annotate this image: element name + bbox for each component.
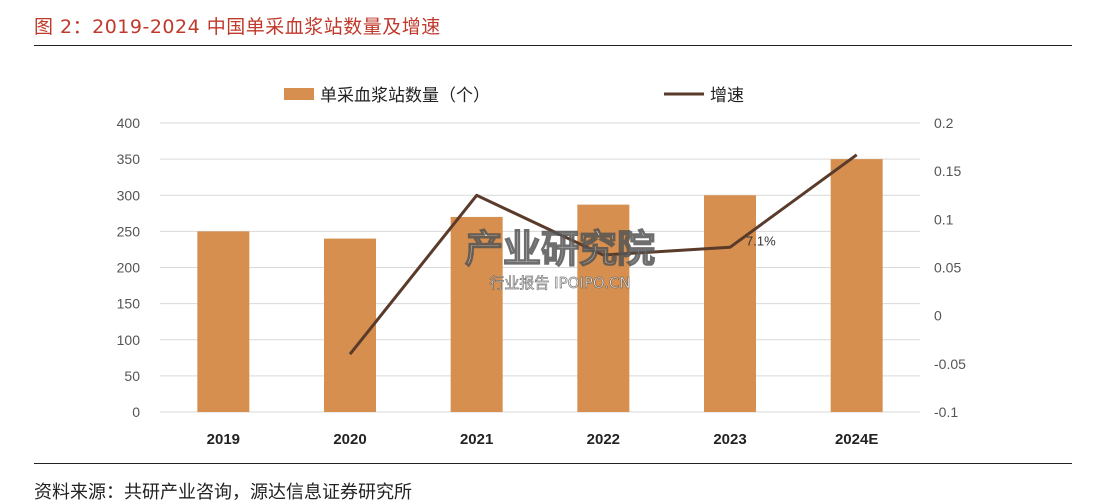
right-tick-label: 0.2	[934, 115, 954, 131]
bar-2021	[450, 216, 503, 412]
legend: 单采血浆站数量（个） 增速	[284, 86, 744, 106]
title-rule	[34, 45, 1072, 46]
left-tick-label: 250	[117, 223, 141, 239]
x-tick-label: 2021	[460, 431, 493, 448]
left-tick-label: 200	[117, 260, 141, 276]
left-tick-label: 0	[132, 404, 140, 420]
source-note: 资料来源：共研产业咨询，源达信息证券研究所	[34, 482, 412, 503]
left-tick-label: 400	[117, 115, 141, 131]
left-axis: 0 50 100 150 200 250 300 350 400	[117, 115, 141, 420]
annotations: 7.1%	[746, 233, 776, 248]
source-rule	[34, 463, 1072, 464]
legend-label-line: 增速	[710, 86, 744, 106]
right-tick-label: 0	[934, 308, 942, 324]
right-tick-label: -0.1	[934, 404, 958, 420]
x-axis: 2019 2020 2021 2022 2023 2024E	[207, 431, 879, 448]
combo-chart: 0 50 100 150 200 250 300 350 400 -0.1 -0.05 0 0.05 0…	[117, 86, 966, 448]
gridlines	[160, 122, 920, 413]
watermark: 产业研究院 行业报告 IPOIPO.CN	[464, 226, 655, 292]
right-axis: -0.1 -0.05 0 0.05 0.1 0.15 0.2	[934, 115, 966, 420]
right-tick-label: -0.05	[934, 356, 966, 372]
bar-2023	[704, 195, 756, 412]
line-series	[348, 153, 858, 356]
left-tick-label: 300	[117, 187, 141, 203]
data-label: 7.1%	[746, 233, 776, 248]
x-tick-label: 2019	[207, 431, 240, 448]
right-tick-label: 0.05	[934, 260, 961, 276]
bar-2019	[197, 231, 250, 412]
x-tick-label: 2023	[713, 431, 746, 448]
legend-label-bar: 单采血浆站数量（个）	[320, 86, 490, 106]
x-tick-label: 2020	[333, 431, 366, 448]
figure-title: 图 2：2019-2024 中国单采血浆站数量及增速	[34, 16, 441, 38]
x-tick-label: 2024E	[835, 431, 878, 448]
right-tick-label: 0.1	[934, 211, 954, 227]
left-tick-label: 50	[124, 368, 140, 384]
left-tick-label: 350	[117, 151, 141, 167]
watermark-main: 产业研究院	[465, 227, 655, 271]
left-tick-label: 100	[117, 332, 141, 348]
growth-line	[348, 153, 858, 356]
legend-swatch-bar	[284, 88, 314, 100]
bar-2020	[324, 238, 376, 412]
bar-series	[197, 159, 883, 412]
left-tick-label: 150	[117, 296, 141, 312]
right-tick-label: 0.15	[934, 163, 961, 179]
x-tick-label: 2022	[587, 431, 620, 448]
bar-2024E	[830, 159, 883, 412]
watermark-sub: 行业报告 IPOIPO.CN	[489, 274, 630, 292]
bar-2022	[577, 204, 630, 412]
